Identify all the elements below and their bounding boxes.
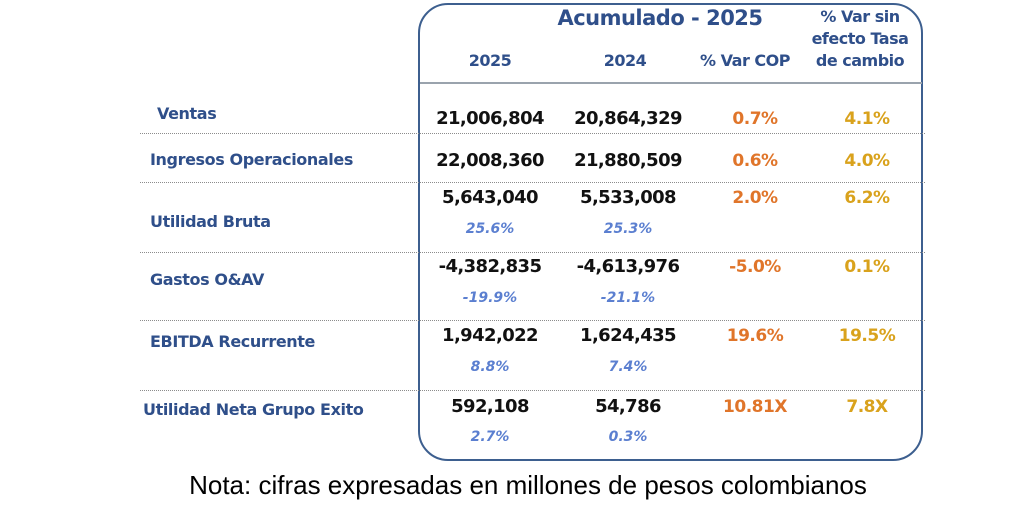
row-separator <box>140 182 925 183</box>
value-2024: 21,880,509 <box>574 150 682 171</box>
row-separator <box>140 320 925 321</box>
margin-2025: 25.6% <box>465 221 515 237</box>
var-cop: 10.81X <box>723 397 787 417</box>
value-2025: 21,006,804 <box>436 108 544 129</box>
margin-2025: 2.7% <box>470 429 510 445</box>
row-label: Gastos O&AV <box>150 270 265 289</box>
value-2025: 592,108 <box>451 396 529 417</box>
header-line: % Var sin <box>820 7 900 26</box>
footnote: Nota: cifras expresadas en millones de p… <box>189 470 867 500</box>
value-2024: 5,533,008 <box>580 187 677 208</box>
header-line: de cambio <box>815 51 905 70</box>
var-sin-efecto-tasa: 19.5% <box>838 326 896 346</box>
var-cop: 0.6% <box>732 151 778 171</box>
var-sin-efecto-tasa: 4.0% <box>844 151 890 171</box>
margin-2024: 7.4% <box>608 359 648 375</box>
column-header-2024: 2024 <box>603 51 647 70</box>
value-2024: 20,864,329 <box>574 108 682 129</box>
value-2024: -4,613,976 <box>576 256 680 277</box>
table-title: Acumulado - 2025 <box>557 6 763 30</box>
row-label: EBITDA Recurrente <box>150 332 315 351</box>
margin-2025: 8.8% <box>470 359 510 375</box>
var-cop: 2.0% <box>732 188 778 208</box>
table-frame <box>418 3 923 461</box>
value-2025: 1,942,022 <box>442 325 539 346</box>
var-sin-efecto-tasa: 6.2% <box>844 188 890 208</box>
margin-2024: 25.3% <box>603 221 653 237</box>
column-header-var-cop: % Var COP <box>700 51 790 70</box>
header-line: efecto Tasa <box>811 29 909 48</box>
margin-2024: -21.1% <box>600 290 656 306</box>
column-header-var-sin-efecto: % Var sin efecto Tasa de cambio <box>800 6 920 72</box>
row-label: Ventas <box>157 104 217 123</box>
var-cop: -5.0% <box>729 257 781 277</box>
row-label: Utilidad Bruta <box>150 212 271 231</box>
row-separator <box>140 390 925 391</box>
column-header-2025: 2025 <box>468 51 512 70</box>
header-divider <box>420 82 922 84</box>
var-sin-efecto-tasa: 4.1% <box>844 109 890 129</box>
row-label: Ingresos Operacionales <box>150 150 353 169</box>
value-2024: 1,624,435 <box>580 325 677 346</box>
value-2025: 5,643,040 <box>442 187 539 208</box>
value-2025: 22,008,360 <box>436 150 544 171</box>
var-cop: 19.6% <box>726 326 784 346</box>
var-cop: 0.7% <box>732 109 778 129</box>
row-separator <box>140 252 925 253</box>
value-2024: 54,786 <box>595 396 661 417</box>
var-sin-efecto-tasa: 0.1% <box>844 257 890 277</box>
value-2025: -4,382,835 <box>438 256 542 277</box>
margin-2025: -19.9% <box>462 290 518 306</box>
row-label: Utilidad Neta Grupo Exito <box>143 400 364 419</box>
var-sin-efecto-tasa: 7.8X <box>846 397 888 417</box>
row-separator <box>140 133 925 134</box>
margin-2024: 0.3% <box>608 429 648 445</box>
